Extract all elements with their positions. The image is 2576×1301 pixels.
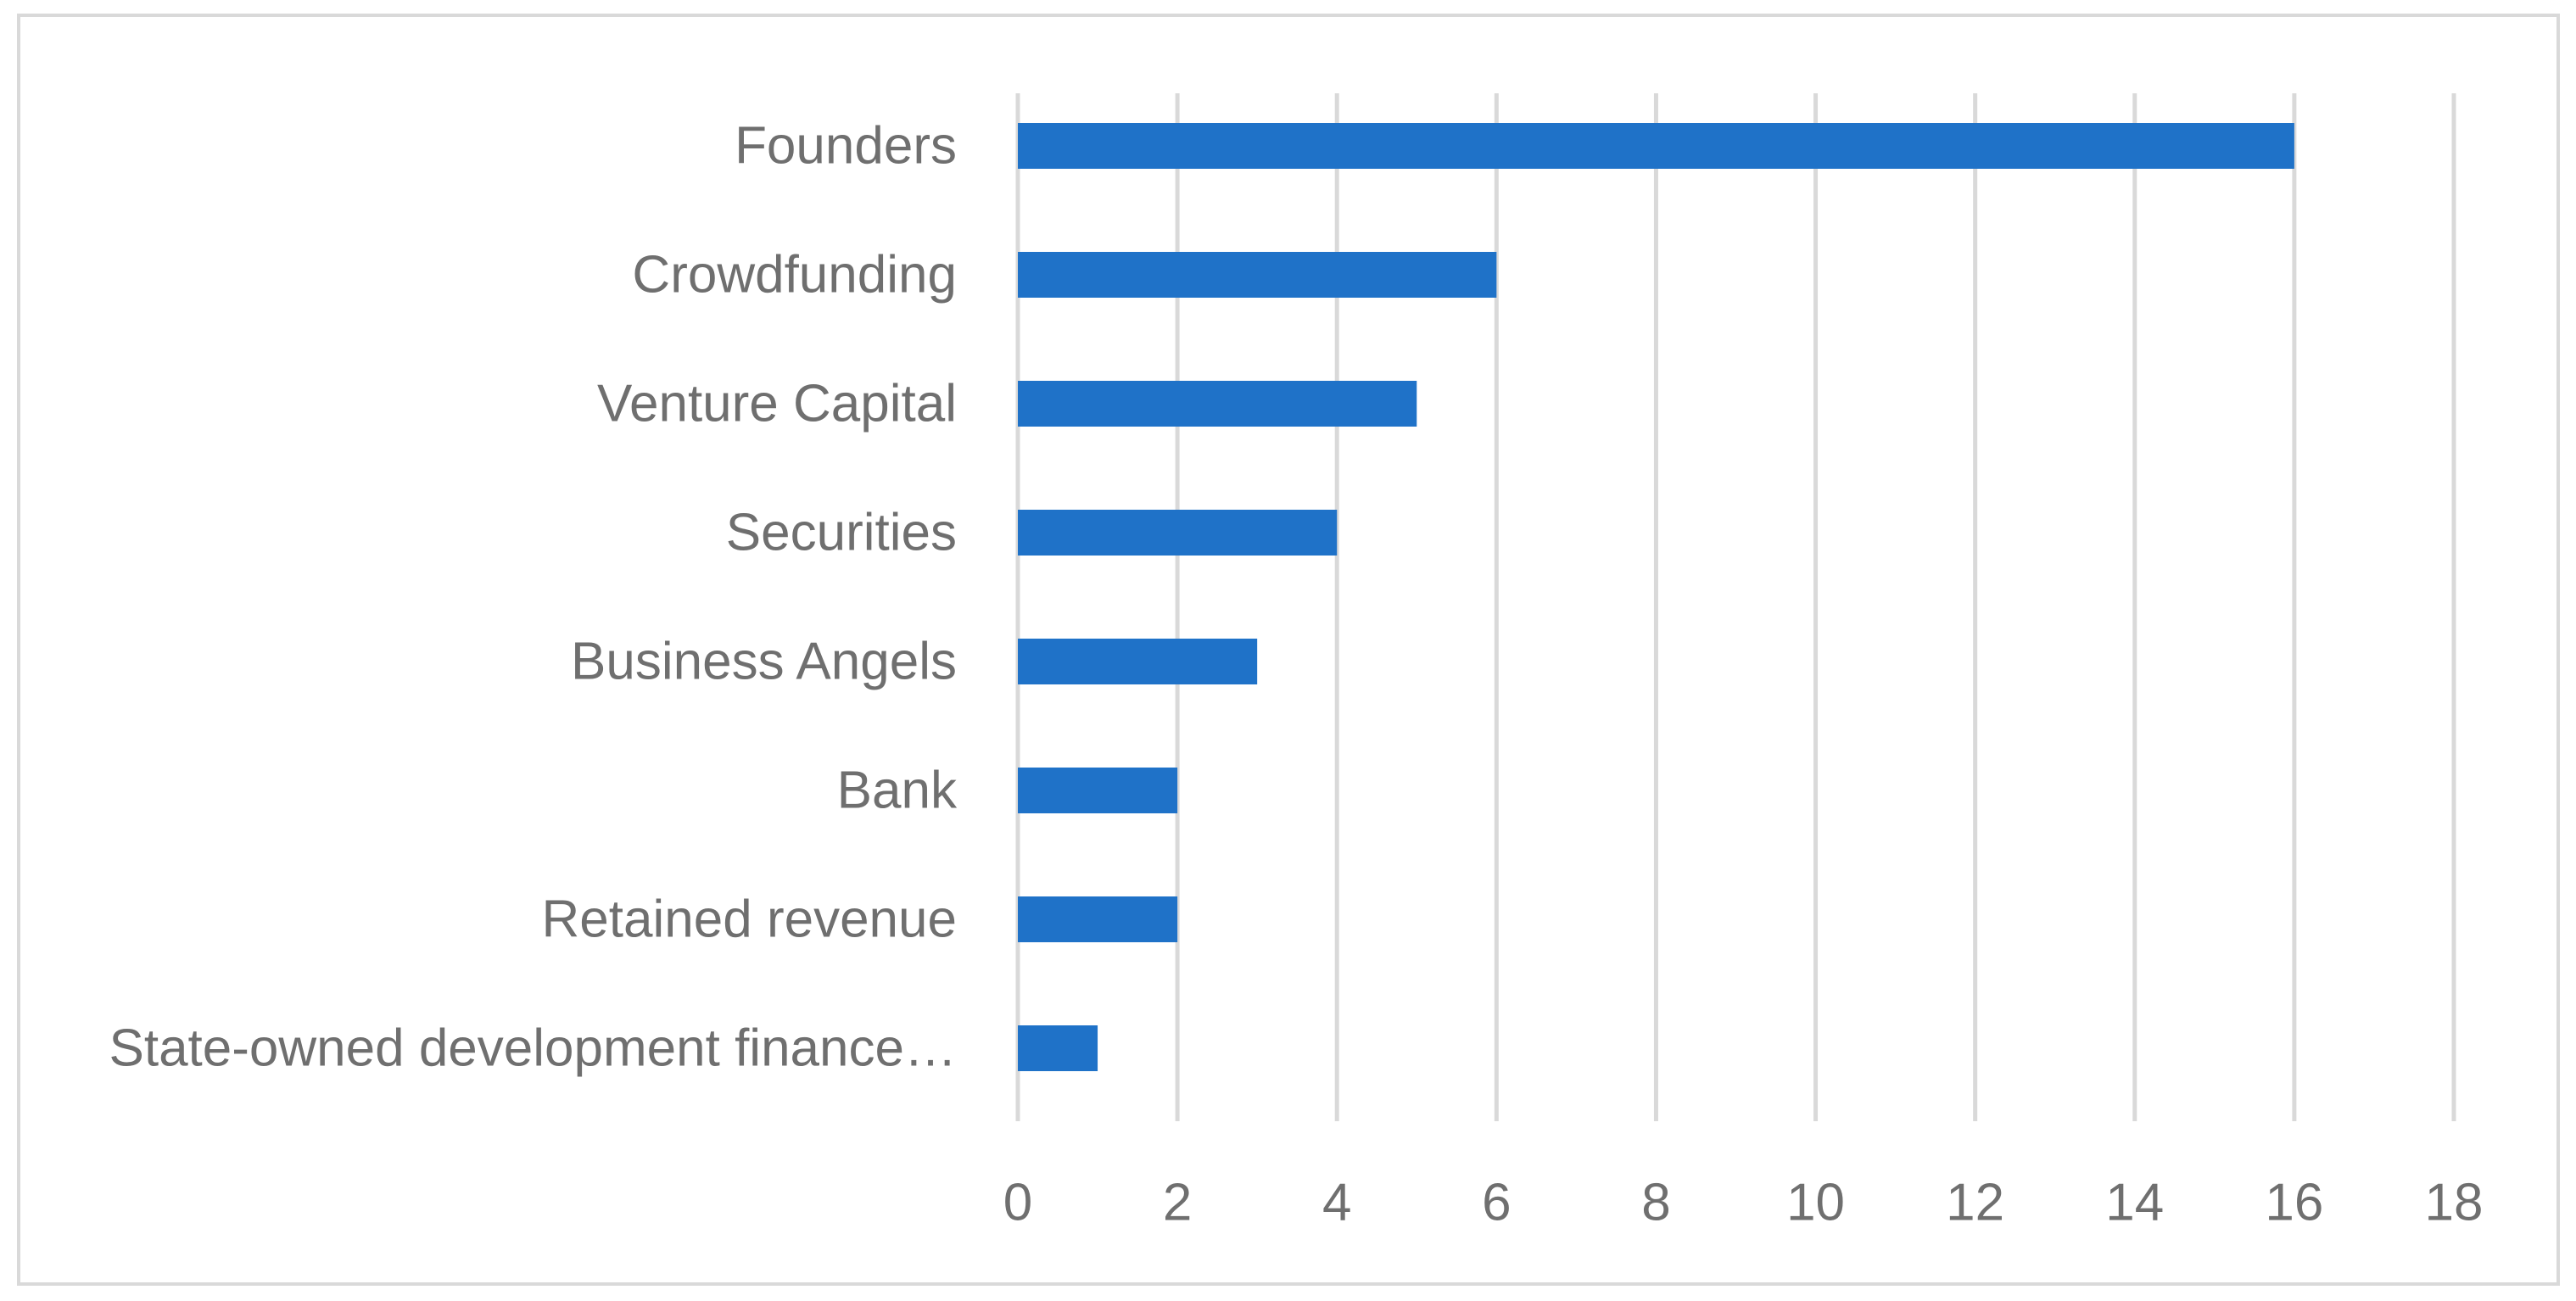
- x-tick-label: 10: [1786, 1174, 1845, 1232]
- x-tick-label: 6: [1482, 1174, 1511, 1232]
- x-tick-label: 18: [2425, 1174, 2484, 1232]
- x-tick-label: 2: [1163, 1174, 1192, 1232]
- category-label: Retained revenue: [542, 891, 957, 949]
- bar-venture-capital: [1018, 381, 1417, 427]
- x-tick-label: 8: [1641, 1174, 1670, 1232]
- bar-state-owned-development-finance: [1018, 1025, 1098, 1071]
- bar-bank: [1018, 768, 1178, 813]
- category-label: Bank: [837, 762, 958, 820]
- bar-retained-revenue: [1018, 896, 1178, 942]
- category-label: Securities: [726, 504, 957, 562]
- x-tick-label: 0: [1003, 1174, 1032, 1232]
- bar-business-angels: [1018, 639, 1258, 684]
- x-tick-label: 16: [2265, 1174, 2323, 1232]
- x-tick-label: 14: [2105, 1174, 2164, 1232]
- category-label: Venture Capital: [597, 375, 957, 433]
- category-label: State-owned development finance…: [109, 1019, 957, 1078]
- bar-crowdfunding: [1018, 252, 1497, 298]
- x-tick-label: 12: [1946, 1174, 2004, 1232]
- bar-securities: [1018, 510, 1338, 556]
- category-label: Founders: [735, 117, 957, 176]
- category-label: Business Angels: [571, 633, 957, 691]
- bar-founders: [1018, 123, 2294, 169]
- x-tick-label: 4: [1322, 1174, 1351, 1232]
- category-label: Crowdfunding: [632, 246, 957, 304]
